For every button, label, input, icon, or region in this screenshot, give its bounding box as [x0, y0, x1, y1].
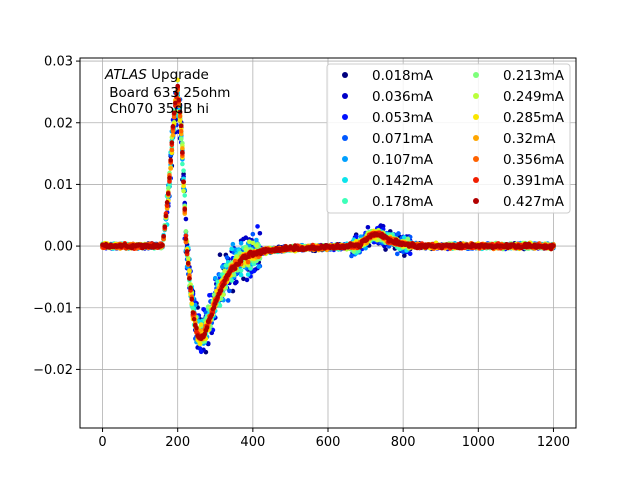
- data-point: [221, 292, 226, 297]
- data-point: [190, 305, 196, 311]
- data-point: [170, 132, 176, 138]
- data-point: [171, 114, 177, 120]
- data-point: [183, 216, 189, 222]
- data-point: [198, 322, 204, 327]
- data-point: [238, 268, 244, 273]
- data-point: [166, 185, 171, 191]
- data-point: [176, 103, 182, 108]
- data-point: [402, 253, 407, 258]
- data-point: [181, 168, 186, 173]
- data-point: [185, 256, 191, 261]
- data-point: [180, 146, 185, 151]
- data-point: [210, 327, 216, 333]
- data-point: [251, 268, 257, 274]
- data-point: [177, 114, 183, 119]
- data-point: [223, 263, 229, 268]
- data-point: [230, 288, 236, 294]
- data-point: [168, 166, 173, 171]
- data-point: [211, 292, 217, 298]
- data-point: [183, 229, 189, 234]
- data-point: [257, 230, 263, 236]
- data-point: [217, 303, 223, 308]
- data-point: [231, 272, 237, 278]
- data-point: [229, 278, 235, 283]
- data-point: [169, 147, 175, 153]
- data-point: [349, 253, 354, 259]
- data-point: [197, 341, 203, 347]
- data-point: [238, 272, 244, 278]
- data-point: [164, 203, 170, 208]
- data-point: [250, 231, 256, 237]
- data-point: [256, 264, 262, 269]
- data-point: [196, 319, 202, 324]
- data-point: [215, 279, 220, 284]
- data-point: [254, 243, 259, 248]
- data-points: [100, 77, 556, 355]
- data-point: [402, 235, 407, 240]
- data-point: [181, 183, 186, 189]
- data-point: [245, 259, 251, 265]
- data-point: [205, 341, 211, 346]
- data-point: [178, 128, 184, 134]
- data-point: [220, 264, 225, 270]
- data-point: [212, 275, 218, 281]
- data-point: [188, 282, 193, 287]
- data-point: [383, 247, 388, 252]
- data-point: [238, 240, 244, 246]
- data-point: [400, 249, 406, 255]
- data-point: [254, 237, 259, 243]
- data-point: [217, 252, 223, 258]
- data-point: [224, 255, 230, 260]
- data-point: [183, 239, 189, 245]
- data-point: [243, 247, 249, 252]
- data-point: [247, 239, 252, 244]
- data-point: [250, 240, 256, 246]
- data-point: [177, 118, 183, 123]
- data-point: [407, 251, 413, 257]
- data-point: [181, 188, 186, 194]
- data-point: [248, 266, 253, 271]
- data-point: [183, 233, 189, 239]
- data-point: [225, 298, 231, 303]
- data-point: [245, 272, 251, 277]
- data-point: [244, 277, 250, 283]
- data-point: [180, 161, 185, 167]
- data-point: [397, 246, 402, 252]
- data-point: [255, 224, 260, 229]
- data-point: [175, 77, 180, 83]
- data-point: [167, 179, 172, 184]
- data-point: [189, 301, 195, 306]
- data-point: [198, 349, 204, 355]
- data-point: [394, 251, 400, 257]
- data-point: [227, 288, 232, 294]
- data-point: [187, 268, 192, 273]
- data-point: [234, 279, 239, 285]
- data-point: [243, 235, 249, 241]
- data-point: [182, 193, 188, 198]
- data-point: [230, 241, 236, 247]
- data-point: [229, 246, 235, 252]
- data-point: [396, 231, 401, 236]
- data-point: [241, 276, 246, 282]
- data-point: [178, 136, 184, 142]
- data-point: [365, 224, 371, 230]
